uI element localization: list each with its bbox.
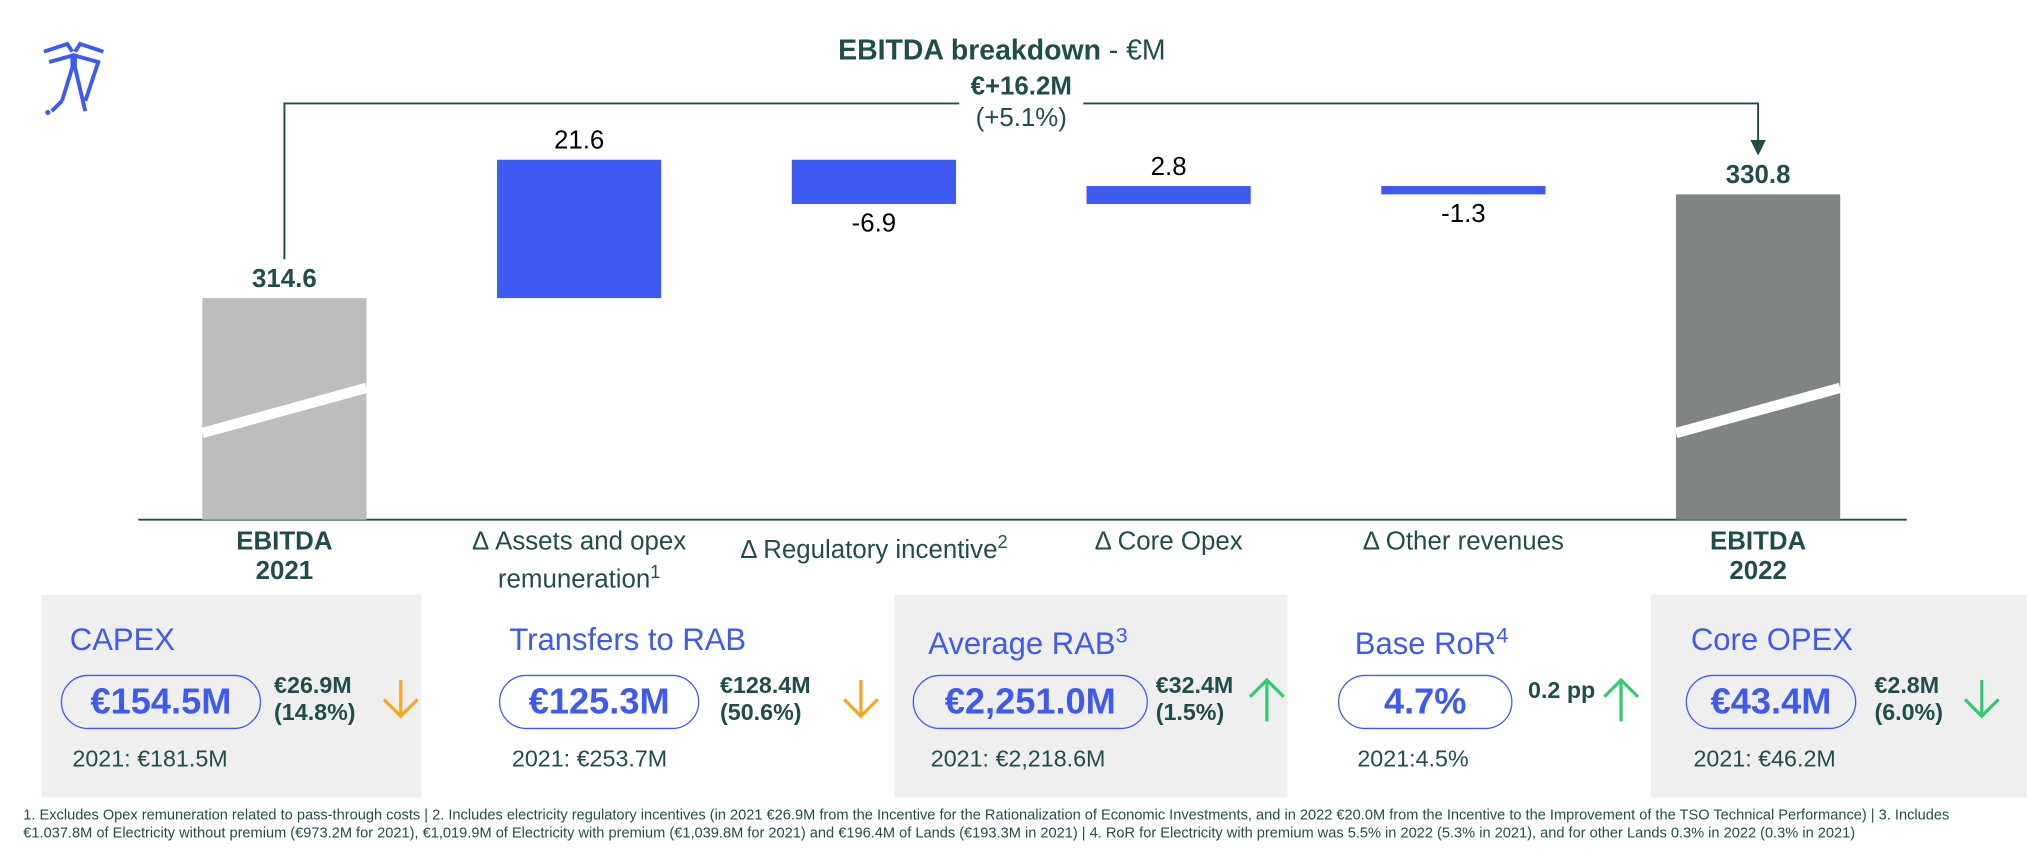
kpi-change-abs: €32.4M [1155, 672, 1234, 699]
category-text: EBITDA 2021 [236, 527, 333, 586]
bar [791, 159, 956, 204]
kpi-prior: 2021:4.5% [1357, 745, 1469, 772]
kpi-value: €154.5M [60, 674, 262, 730]
category-text: Δ Core Opex [1094, 527, 1243, 556]
category-note: 2 [997, 531, 1008, 552]
kpi-trend-arrow [382, 679, 419, 719]
bar [1381, 186, 1546, 195]
kpi-value: €2,251.0M [912, 674, 1148, 730]
axis-break [200, 382, 368, 439]
kpi-change: 0.2 pp [1528, 677, 1595, 704]
annotation-label: €+16.2M [971, 73, 1072, 101]
value-label: 330.8 [1726, 161, 1791, 189]
kpi-prior: 2021: €2,218.6M [930, 745, 1106, 772]
bar [497, 159, 662, 299]
kpi-change: €26.9M (14.8%) [274, 672, 355, 726]
value-label: 314.6 [252, 265, 317, 293]
kpi-change-pct: (6.0%) [1874, 699, 1943, 726]
value-label: 21.6 [554, 127, 604, 155]
arrow-shape [1248, 677, 1285, 722]
logo-dot [45, 109, 51, 116]
kpi-trend-arrow [1963, 679, 2000, 719]
kpi-change-pct: (1.5%) [1155, 699, 1225, 726]
kpi-change-abs: 0.2 pp [1528, 677, 1596, 704]
title: EBITDA breakdown [838, 34, 1101, 66]
kpi-trend-arrow [843, 679, 879, 719]
category-label: EBITDA 2022 [1687, 527, 1829, 586]
kpi-value: 4.7% [1337, 674, 1513, 730]
arrow-shape [843, 679, 879, 719]
kpi-title: Core OPEX [1691, 623, 1853, 659]
kpi-card: Average RAB3 €2,251.0M €32.4M (1.5%) 2021: €… [894, 594, 1288, 798]
kpi-title-text: Core OPEX [1690, 623, 1853, 658]
category-text: Δ Other revenues [1362, 527, 1564, 556]
category-text: Δ Regulatory incentive [740, 536, 998, 565]
arrow-shape [382, 679, 419, 719]
kpi-change-abs: €26.9M [274, 672, 352, 699]
kpi-change-abs: €2.8M [1874, 672, 1940, 699]
value-label: 2.8 [1151, 153, 1187, 181]
category-label: Δ Assets and opex remuneration1 [443, 527, 714, 595]
kpi-title: CAPEX [70, 623, 175, 659]
category-label: Δ Regulatory incentive2 [738, 527, 1009, 565]
kpi-change: €2.8M (6.0%) [1874, 672, 1943, 726]
category-label: EBITDA 2021 [213, 527, 355, 586]
kpi-prior: 2021: €181.5M [72, 745, 228, 772]
value-label: -6.9 [852, 209, 897, 237]
kpi-trend-arrow [1248, 677, 1285, 722]
annotation-sublabel: (+5.1%) [976, 104, 1067, 132]
axis-break [1674, 382, 1842, 439]
kpi-title-text: Base RoR [1354, 626, 1497, 662]
chart-title: EBITDA breakdown - €M [838, 34, 1165, 66]
kpi-trend-arrow [1603, 677, 1640, 722]
category-text: EBITDA 2022 [1709, 527, 1807, 586]
kpi-title-text: Average RAB [928, 626, 1116, 662]
kpi-card: CAPEX €154.5M €26.9M (14.8%) 2021: €181.5M [41, 594, 422, 798]
annotation-arrowhead [1750, 140, 1766, 156]
kpi-note: 4 [1496, 623, 1509, 648]
kpi-title: Average RAB3 [928, 623, 1128, 663]
kpi-card: Base RoR4 4.7% 0.2 pp 2021:4.5% [1319, 595, 1642, 798]
value-label: -1.3 [1441, 200, 1486, 228]
annotation-bracket [283, 102, 1760, 260]
footnotes: 1. Excludes Opex remuneration related to… [23, 807, 1950, 842]
kpi-title: Base RoR4 [1355, 623, 1508, 663]
kpi-prior: 2021: €46.2M [1693, 745, 1836, 772]
kpi-change: €128.4M (50.6%) [720, 672, 811, 726]
bar [1676, 194, 1841, 520]
arrow-shape [1963, 679, 2000, 719]
kpi-note: 3 [1115, 623, 1128, 648]
kpi-card: Transfers to RAB €125.3M €128.4M (50.6%) 202… [465, 595, 879, 798]
kpi-title-text: Transfers to RAB [509, 623, 747, 658]
kpi-change-abs: €128.4M [720, 672, 811, 699]
kpi-title: Transfers to RAB [509, 623, 746, 659]
subtitle: - €M [1109, 34, 1166, 66]
kpi-value: €43.4M [1685, 674, 1857, 730]
kpi-change-pct: (50.6%) [720, 699, 802, 726]
kpi-value: €125.3M [498, 674, 700, 730]
kpi-change: €32.4M (1.5%) [1156, 672, 1234, 726]
kpi-prior: 2021: €253.7M [511, 745, 668, 772]
kpi-title-text: CAPEX [69, 623, 176, 658]
category-label: Δ Core Opex [1033, 527, 1304, 557]
logo [43, 41, 105, 113]
category-label: Δ Other revenues [1328, 527, 1599, 557]
category-text: Δ Assets and opex remuneration [472, 527, 687, 595]
kpi-card: Core OPEX €43.4M €2.8M (6.0%) 2021: €46.2M [1650, 594, 2027, 798]
kpi-change-pct: (14.8%) [274, 699, 356, 726]
bar [1086, 186, 1251, 204]
category-note: 1 [650, 561, 661, 582]
arrow-shape [1603, 677, 1640, 722]
